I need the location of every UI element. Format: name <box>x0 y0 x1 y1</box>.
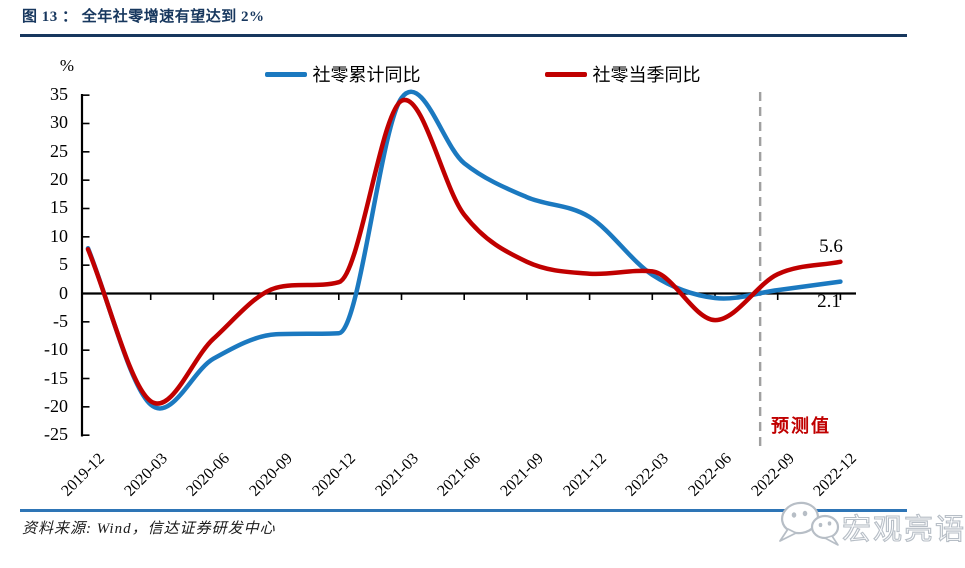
source-note: 资料来源: Wind，信达证券研发中心 <box>22 521 276 537</box>
wechat-icon <box>779 501 840 546</box>
legend-label-cumulative: 社零累计同比 <box>312 65 421 85</box>
watermark-text: 宏观亮语 <box>842 513 965 546</box>
y-tick-label: -15 <box>44 367 68 388</box>
legend-item-cumulative: 社零累计同比 <box>264 61 421 87</box>
y-tick-label: 15 <box>50 197 68 218</box>
y-tick-label: -10 <box>44 339 68 360</box>
top-divider <box>20 34 907 37</box>
y-tick-label: -25 <box>44 424 68 445</box>
legend-swatch-blue-line <box>264 71 307 77</box>
legend-item-quarterly: 社零当季同比 <box>544 61 701 87</box>
y-tick-label: -5 <box>53 310 68 331</box>
figure-title: 图 13 ： 全年社零增速有望达到 2% <box>22 9 265 25</box>
y-tick-label: -20 <box>44 395 68 416</box>
legend-swatch-red-line <box>544 71 587 77</box>
legend-label-quarterly: 社零当季同比 <box>592 65 701 85</box>
y-tick-label: 30 <box>50 112 68 133</box>
y-tick-label: 10 <box>50 225 68 246</box>
y-tick-label: 0 <box>59 282 68 303</box>
forecast-label: 预测值 <box>771 416 831 436</box>
y-tick-label: 25 <box>50 140 68 161</box>
y-tick-label: 5 <box>59 254 68 275</box>
y-tick-label: 35 <box>50 84 68 105</box>
bottom-divider <box>20 509 907 512</box>
blue-series-end-value: 2.1 <box>817 291 841 312</box>
chart-legend: 社零累计同比 社零当季同比 <box>0 61 965 87</box>
watermark: 宏观亮语 <box>779 501 965 547</box>
red-series-end-value: 5.6 <box>819 236 843 257</box>
y-axis-unit-label: % <box>59 56 74 75</box>
y-tick-label: 20 <box>50 169 68 190</box>
